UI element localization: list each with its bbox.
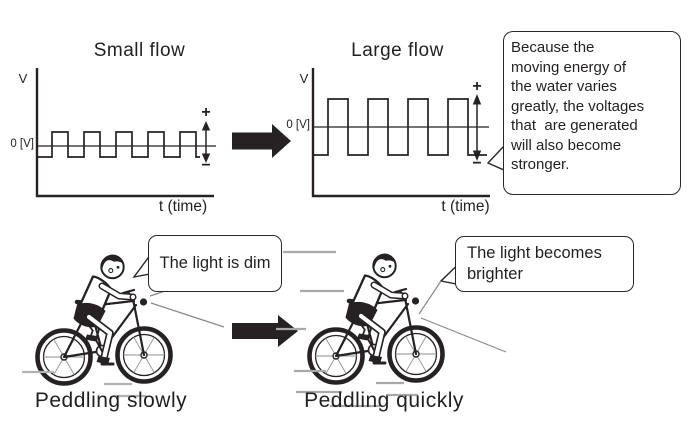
bike-frame — [62, 288, 146, 359]
small-x-axis-label: t (time) — [158, 198, 208, 215]
small-zero-volt-label: 0 [V] — [10, 138, 34, 150]
small-minus-sign: − — [201, 157, 211, 174]
rider-hair — [101, 254, 124, 271]
cyclist-slow-illustration — [35, 254, 173, 386]
large-graph-axes — [311, 68, 490, 198]
small-plus-sign: + — [201, 104, 211, 121]
large-flow-title: Large flow — [351, 40, 444, 61]
speed-increase-arrow-icon — [232, 315, 298, 347]
peddling-quickly-caption: Peddling quickly — [304, 389, 464, 412]
large-zero-volt-label: 0 [V] — [286, 119, 310, 131]
small-flow-graph — [35, 68, 216, 198]
bike-light-icon — [139, 298, 148, 306]
small-graph-axes — [35, 68, 214, 198]
water-bubble-tail — [486, 144, 505, 172]
small-flow-title: Small flow — [93, 40, 186, 61]
small-flow-waveform — [37, 131, 200, 158]
large-y-axis-label: V — [299, 71, 309, 86]
large-flow-graph — [311, 68, 490, 198]
speed-lines-fast — [276, 250, 418, 408]
hand — [129, 293, 137, 301]
bright-light-speech-bubble: The light becomes brighter — [455, 236, 634, 292]
small-y-axis-label: V — [18, 71, 28, 86]
flow-increase-arrow-icon — [232, 124, 291, 158]
rider-ear — [108, 268, 114, 274]
large-x-axis-label: t (time) — [441, 198, 490, 215]
large-flow-waveform — [313, 98, 487, 156]
large-amplitude-arrow-icon — [472, 94, 482, 161]
bright-light-beams — [418, 280, 507, 353]
large-minus-sign: − — [472, 155, 482, 172]
near-shoe — [96, 356, 110, 365]
front-wheel — [115, 326, 173, 384]
rider-eye — [116, 265, 120, 269]
dim-light-speech-text: The light is dim — [159, 254, 271, 272]
dim-light-speech-bubble: The light is dim — [148, 235, 282, 292]
water-energy-speech-bubble: Because the moving energy of the water v… — [503, 31, 681, 195]
ground-lines-slow — [22, 370, 146, 398]
peddling-slowly-caption: Peddling slowly — [34, 389, 188, 412]
large-plus-sign: + — [472, 78, 482, 95]
small-amplitude-arrow-icon — [201, 121, 211, 163]
